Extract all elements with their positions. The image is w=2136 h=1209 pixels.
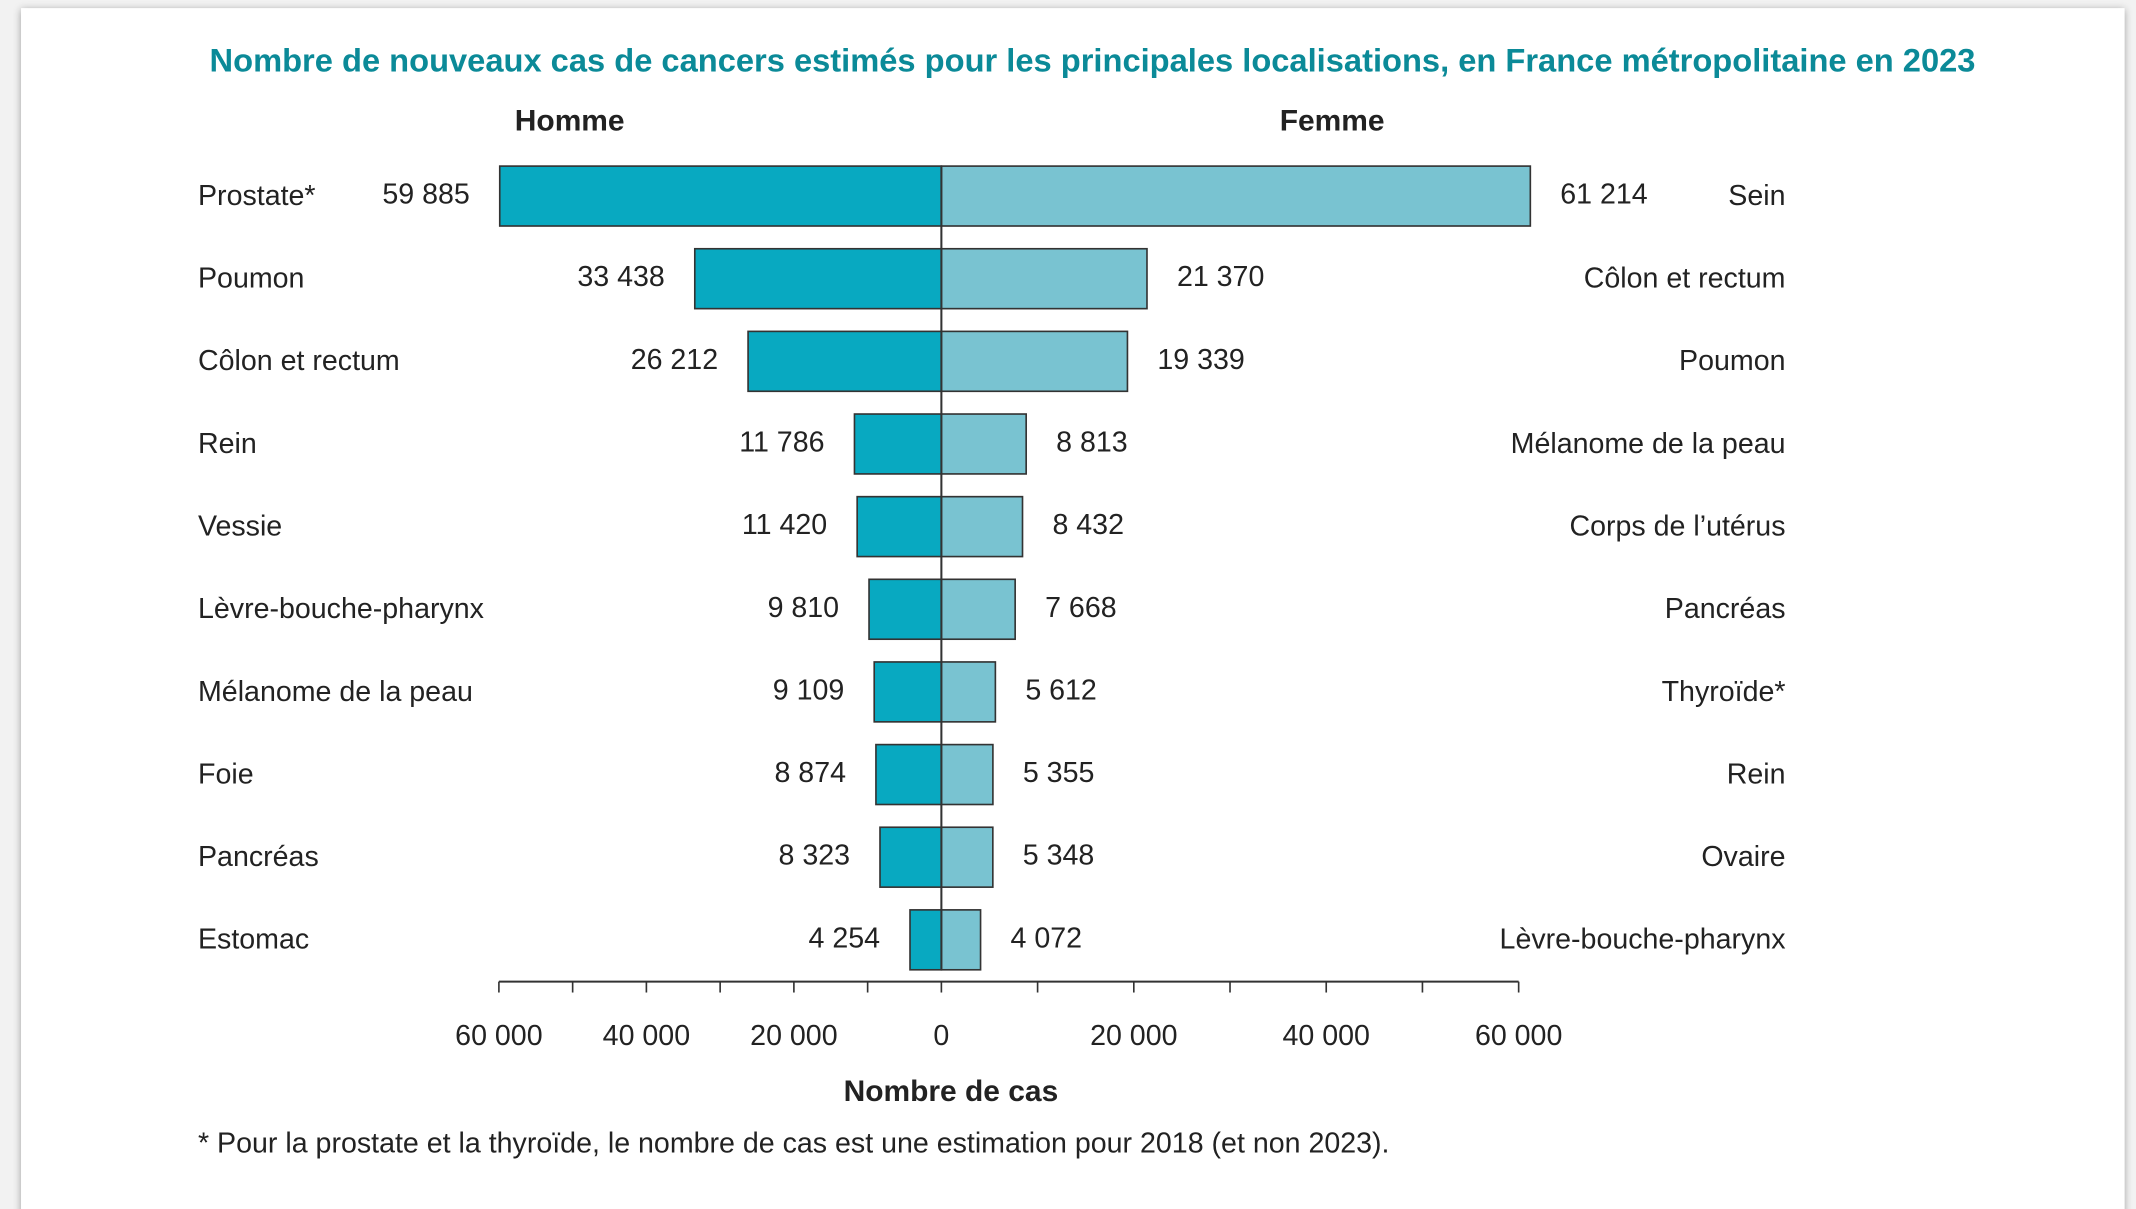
bar (940, 495, 1024, 558)
value-label: 8 432 (1052, 509, 1124, 541)
bar (873, 661, 943, 723)
bar (940, 909, 982, 971)
value-label: 7 668 (1045, 592, 1117, 624)
category-label: Sein (1728, 180, 1785, 212)
value-label: 11 420 (742, 509, 827, 541)
value-label: 5 355 (1023, 757, 1095, 789)
category-label: Poumon (1679, 345, 1785, 377)
bar (856, 495, 943, 558)
footnote: * Pour la prostate et la thyroïde, le no… (198, 1128, 1389, 1160)
x-tick-label: 60 000 (455, 1020, 542, 1052)
category-label: Thyroïde* (1662, 676, 1786, 708)
value-label: 11 786 (739, 427, 824, 459)
bar (940, 247, 1148, 310)
x-tick-label: 20 000 (1090, 1020, 1177, 1052)
category-label: Lèvre-bouche-pharynx (198, 593, 484, 625)
value-label: 5 348 (1023, 840, 1095, 872)
bar (940, 413, 1027, 475)
bar (940, 165, 1532, 227)
value-label: 4 072 (1011, 922, 1083, 954)
category-label: Lèvre-bouche-pharynx (1500, 924, 1786, 956)
left-header: Homme (515, 104, 625, 137)
x-tick-label: 60 000 (1475, 1020, 1562, 1052)
x-tick-label: 20 000 (750, 1020, 837, 1052)
value-label: 21 370 (1177, 261, 1264, 293)
category-label: Pancréas (1665, 593, 1786, 625)
category-label: Rein (1727, 758, 1786, 790)
x-tick-label: 0 (933, 1020, 949, 1052)
value-label: 8 874 (774, 757, 846, 789)
chart-title: Nombre de nouveaux cas de cancers estimé… (210, 41, 1976, 78)
value-label: 59 885 (382, 179, 469, 211)
category-label: Foie (198, 758, 254, 790)
x-axis-title: Nombre de cas (844, 1075, 1059, 1108)
bar (940, 743, 994, 806)
value-label: 26 212 (631, 344, 718, 376)
bar (747, 330, 943, 393)
category-label: Prostate* (198, 180, 316, 212)
value-label: 4 254 (809, 922, 881, 954)
category-label: Rein (198, 428, 257, 460)
value-label: 5 612 (1025, 674, 1097, 706)
bar (853, 413, 943, 475)
bar (940, 330, 1129, 393)
category-label: Côlon et rectum (1584, 263, 1786, 295)
bar (940, 661, 997, 723)
category-label: Mélanome de la peau (1511, 428, 1786, 460)
category-label: Ovaire (1701, 841, 1785, 873)
category-label: Estomac (198, 924, 309, 956)
bar (498, 165, 943, 227)
value-label: 9 810 (768, 592, 840, 624)
category-label: Pancréas (198, 841, 319, 873)
right-header: Femme (1280, 104, 1385, 137)
value-label: 61 214 (1560, 179, 1648, 211)
bar (879, 826, 943, 888)
value-label: 33 438 (577, 261, 664, 293)
x-tick-label: 40 000 (1283, 1020, 1370, 1052)
bar (693, 247, 943, 310)
bar (940, 578, 1016, 641)
x-tick-label: 40 000 (603, 1020, 690, 1052)
value-label: 19 339 (1157, 344, 1244, 376)
value-label: 9 109 (773, 674, 845, 706)
value-label: 8 323 (779, 840, 851, 872)
category-label: Vessie (198, 511, 282, 543)
bar (875, 743, 943, 806)
category-label: Mélanome de la peau (198, 676, 473, 708)
bar (868, 578, 943, 641)
bar (940, 826, 994, 888)
category-label: Poumon (198, 263, 304, 295)
bar (909, 909, 943, 971)
value-label: 8 813 (1056, 427, 1128, 459)
category-label: Côlon et rectum (198, 345, 400, 377)
category-label: Corps de l’utérus (1569, 511, 1785, 543)
